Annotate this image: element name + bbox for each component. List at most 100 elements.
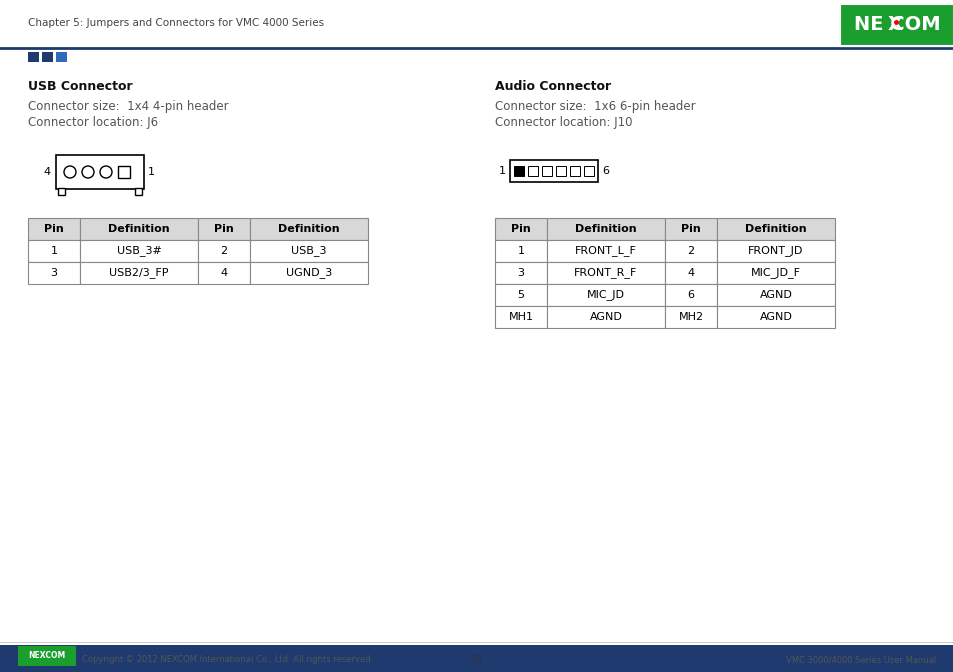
Text: Connector location: J6: Connector location: J6 (28, 116, 158, 129)
Text: Definition: Definition (744, 224, 806, 234)
Bar (546, 262, 664, 284)
Text: USB_3: USB_3 (291, 245, 327, 257)
Text: MH2: MH2 (678, 312, 702, 322)
Bar (28, 262, 80, 284)
Bar (118, 166, 130, 178)
Text: USB2/3_FP: USB2/3_FP (110, 267, 169, 278)
Text: AGND: AGND (759, 290, 792, 300)
Text: VMC 3000/4000 Series User Manual: VMC 3000/4000 Series User Manual (785, 655, 935, 665)
Bar (717, 240, 834, 262)
Text: Pin: Pin (511, 224, 530, 234)
Bar (546, 306, 664, 328)
Text: 6: 6 (687, 290, 694, 300)
Text: X: X (886, 15, 902, 34)
Text: Definition: Definition (108, 224, 170, 234)
Bar (541, 166, 552, 176)
Text: 3: 3 (517, 268, 524, 278)
Circle shape (82, 166, 94, 178)
Text: UGND_3: UGND_3 (286, 267, 332, 278)
Text: AGND: AGND (589, 312, 621, 322)
Text: Definition: Definition (575, 224, 637, 234)
Bar (514, 166, 523, 176)
Text: 1: 1 (498, 166, 505, 176)
Bar (546, 218, 664, 240)
Bar (250, 240, 368, 262)
Bar (717, 284, 834, 306)
Text: Connector size:  1x6 6-pin header: Connector size: 1x6 6-pin header (495, 100, 695, 113)
Text: FRONT_JD: FRONT_JD (747, 245, 802, 257)
Bar (42, 52, 53, 62)
Text: 1: 1 (148, 167, 154, 177)
Text: 4: 4 (687, 268, 694, 278)
Bar (28, 218, 80, 240)
Bar (250, 218, 368, 240)
Text: Pin: Pin (680, 224, 700, 234)
Bar (546, 240, 664, 262)
Text: 4: 4 (220, 268, 228, 278)
Bar (80, 218, 198, 240)
Bar (495, 306, 546, 328)
Bar (556, 166, 565, 176)
Text: Audio Connector: Audio Connector (495, 80, 611, 93)
Text: 6: 6 (601, 166, 608, 176)
Bar (80, 240, 198, 262)
Bar (0, 645, 953, 672)
Text: Chapter 5: Jumpers and Connectors for VMC 4000 Series: Chapter 5: Jumpers and Connectors for VM… (28, 18, 324, 28)
Text: 82: 82 (471, 655, 482, 665)
Text: USB Connector: USB Connector (28, 80, 132, 93)
Bar (198, 240, 250, 262)
Text: Connector location: J10: Connector location: J10 (495, 116, 632, 129)
Bar (664, 240, 717, 262)
Bar (495, 240, 546, 262)
Bar (664, 284, 717, 306)
Bar (80, 262, 198, 284)
Bar (717, 262, 834, 284)
Bar (717, 306, 834, 328)
Text: Copyright © 2012 NEXCOM International Co., Ltd. All rights reserved: Copyright © 2012 NEXCOM International Co… (82, 655, 370, 665)
Bar (569, 166, 579, 176)
Text: NE COM: NE COM (853, 15, 940, 34)
Text: FRONT_L_F: FRONT_L_F (575, 245, 637, 257)
Bar (135, 188, 142, 195)
Text: Pin: Pin (44, 224, 64, 234)
Bar (198, 218, 250, 240)
Text: 5: 5 (517, 290, 524, 300)
Bar (664, 218, 717, 240)
Bar (546, 284, 664, 306)
Bar (18, 646, 76, 666)
Text: 3: 3 (51, 268, 57, 278)
Bar (495, 262, 546, 284)
Text: USB_3#: USB_3# (116, 245, 161, 257)
Text: Pin: Pin (213, 224, 233, 234)
Bar (527, 166, 537, 176)
Bar (58, 188, 65, 195)
Bar (56, 155, 144, 189)
Bar (495, 218, 546, 240)
Text: 4: 4 (44, 167, 51, 177)
Text: MIC_JD: MIC_JD (586, 290, 624, 300)
Bar (56, 52, 67, 62)
Circle shape (100, 166, 112, 178)
Text: 1: 1 (517, 246, 524, 256)
Text: MIC_JD_F: MIC_JD_F (750, 267, 801, 278)
Bar (495, 284, 546, 306)
Bar (28, 240, 80, 262)
Bar (583, 166, 594, 176)
Text: Definition: Definition (278, 224, 339, 234)
Text: 1: 1 (51, 246, 57, 256)
Bar (840, 4, 953, 46)
Text: 2: 2 (687, 246, 694, 256)
Text: FRONT_R_F: FRONT_R_F (574, 267, 637, 278)
Bar (198, 262, 250, 284)
Bar (28, 52, 39, 62)
Text: AGND: AGND (759, 312, 792, 322)
Text: MH1: MH1 (508, 312, 533, 322)
Text: Connector size:  1x4 4-pin header: Connector size: 1x4 4-pin header (28, 100, 229, 113)
Bar (510, 160, 598, 182)
Bar (250, 262, 368, 284)
Bar (664, 262, 717, 284)
Bar (664, 306, 717, 328)
Bar (717, 218, 834, 240)
Text: 2: 2 (220, 246, 228, 256)
Bar (840, 4, 953, 46)
